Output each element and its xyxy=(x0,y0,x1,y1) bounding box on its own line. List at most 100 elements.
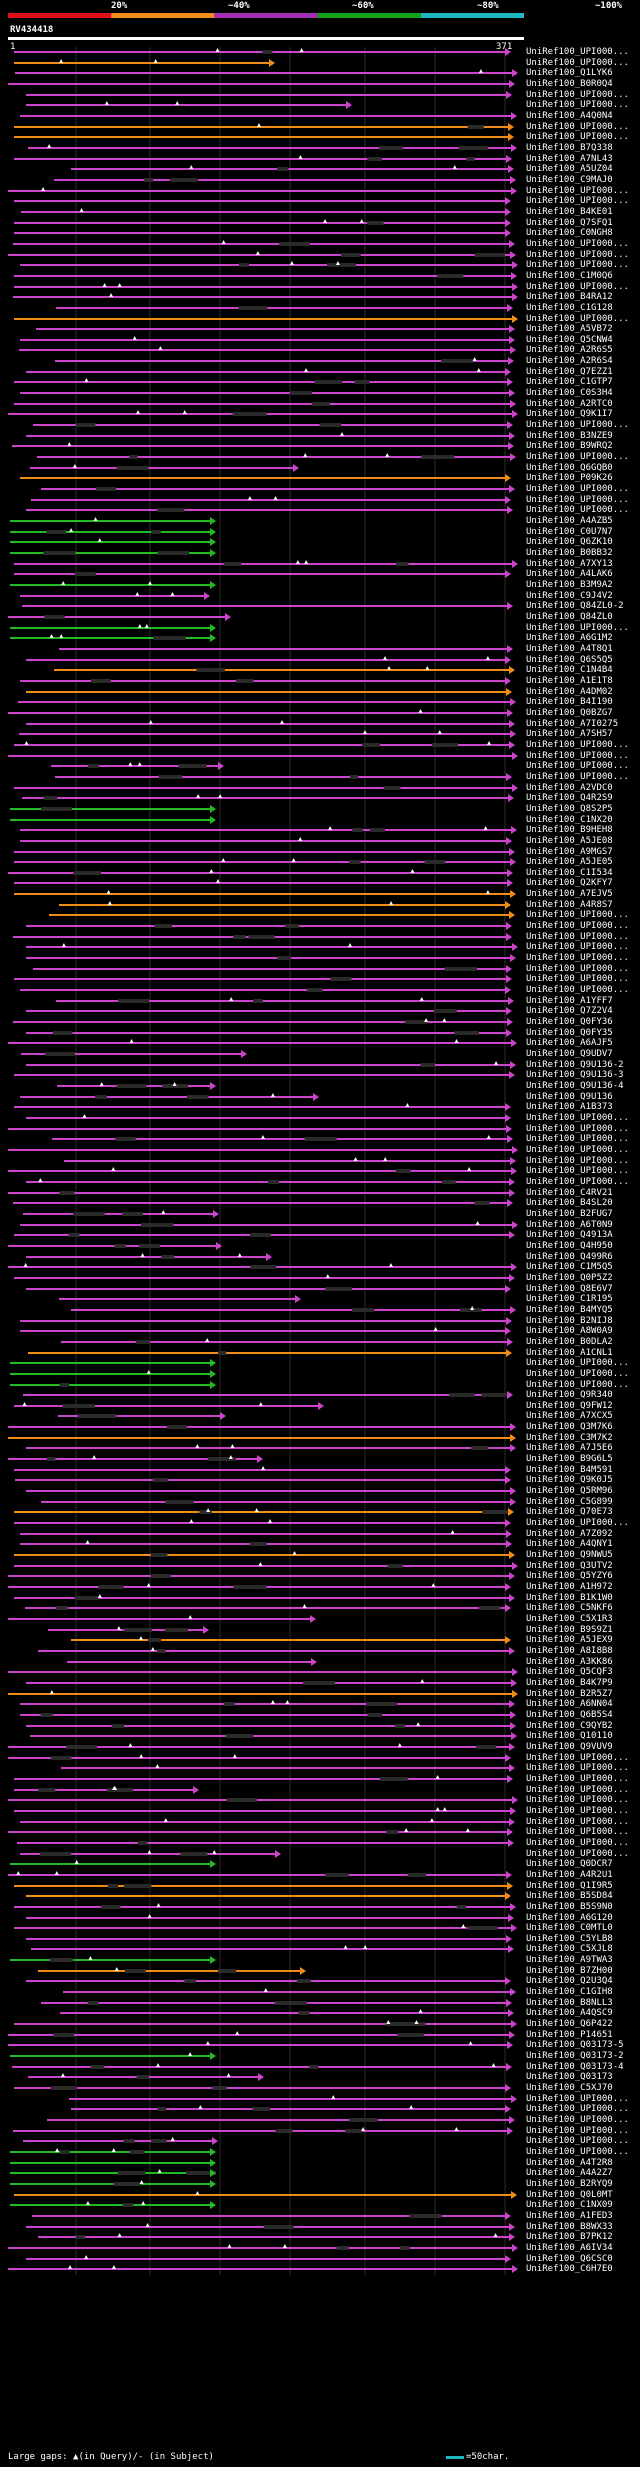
hit-name[interactable]: UniRef100_A7Z092 xyxy=(526,1528,613,1539)
hit-row[interactable]: UniRef100_A4LAK6 xyxy=(0,569,640,579)
hit-name[interactable]: UniRef100_A4LAK6 xyxy=(526,569,613,580)
hit-row[interactable]: UniRef100_Q2KFY7 xyxy=(0,878,640,888)
hit-row[interactable]: UniRef100_UPI000... xyxy=(0,942,640,952)
hit-name[interactable]: UniRef100_A4QNY1 xyxy=(526,1539,613,1550)
hit-row[interactable]: UniRef100_Q0FY36 xyxy=(0,1017,640,1027)
hit-row[interactable]: UniRef100_UPI000... xyxy=(0,452,640,462)
hit-name[interactable]: UniRef100_A9TWA3 xyxy=(526,1955,613,1966)
hit-row[interactable]: UniRef100_UPI000... xyxy=(0,239,640,249)
hit-name[interactable]: UniRef100_A4QSC9 xyxy=(526,2008,613,2019)
hit-name[interactable]: UniRef100_UPI000... xyxy=(526,910,629,921)
hit-name[interactable]: UniRef100_Q2U3Q4 xyxy=(526,1976,613,1987)
hit-name[interactable]: UniRef100_UPI000... xyxy=(526,2125,629,2136)
hit-row[interactable]: UniRef100_B4M591 xyxy=(0,1465,640,1475)
hit-row[interactable]: UniRef100_UPI000... xyxy=(0,314,640,324)
hit-name[interactable]: UniRef100_UPI000... xyxy=(526,238,629,249)
hit-row[interactable]: UniRef100_A7Z092 xyxy=(0,1529,640,1539)
hit-row[interactable]: UniRef100_UPI000... xyxy=(0,1369,640,1379)
hit-name[interactable]: UniRef100_UPI000... xyxy=(526,420,629,431)
hit-name[interactable]: UniRef100_UPI000... xyxy=(526,1358,629,1369)
hit-row[interactable]: UniRef100_UPI000... xyxy=(0,1145,640,1155)
hit-row[interactable]: UniRef100_UPI000... xyxy=(0,1817,640,1827)
hit-name[interactable]: UniRef100_Q9VUV9 xyxy=(526,1741,613,1752)
hit-name[interactable]: UniRef100_Q6CSC0 xyxy=(526,2253,613,2264)
hit-name[interactable]: UniRef100_A1B373 xyxy=(526,1102,613,1113)
hit-row[interactable]: UniRef100_UPI000... xyxy=(0,974,640,984)
hit-name[interactable]: UniRef100_A2VDC0 xyxy=(526,782,613,793)
hit-row[interactable]: UniRef100_A7XCX5 xyxy=(0,1411,640,1421)
hit-row[interactable]: UniRef100_A1E1T8 xyxy=(0,676,640,686)
hit-name[interactable]: UniRef100_A6AJF5 xyxy=(526,1038,613,1049)
hit-name[interactable]: UniRef100_UPI000... xyxy=(526,452,629,463)
hit-name[interactable]: UniRef100_Q1LYK6 xyxy=(526,68,613,79)
hit-row[interactable]: UniRef100_A4Q0N4 xyxy=(0,111,640,121)
hit-row[interactable]: UniRef100_UPI000... xyxy=(0,751,640,761)
hit-name[interactable]: UniRef100_B5SD84 xyxy=(526,1891,613,1902)
hit-name[interactable]: UniRef100_Q499R6 xyxy=(526,1251,613,1262)
hit-name[interactable]: UniRef100_Q10110 xyxy=(526,1731,613,1742)
hit-row[interactable]: UniRef100_B2NIJ8 xyxy=(0,1316,640,1326)
hit-row[interactable]: UniRef100_B8NLL3 xyxy=(0,1998,640,2008)
hit-row[interactable]: UniRef100_A5UZ04 xyxy=(0,164,640,174)
hit-name[interactable]: UniRef100_Q5CNW4 xyxy=(526,334,613,345)
hit-row[interactable]: UniRef100_UPI000... xyxy=(0,985,640,995)
hit-row[interactable]: UniRef100_B4KE01 xyxy=(0,207,640,217)
hit-row[interactable]: UniRef100_UPI000... xyxy=(0,910,640,920)
hit-row[interactable]: UniRef100_Q4R2S9 xyxy=(0,793,640,803)
hit-row[interactable]: UniRef100_A4R8S7 xyxy=(0,900,640,910)
hit-name[interactable]: UniRef100_B8WX33 xyxy=(526,2221,613,2232)
hit-name[interactable]: UniRef100_UPI000... xyxy=(526,47,629,57)
hit-row[interactable]: UniRef100_A7SH57 xyxy=(0,729,640,739)
hit-name[interactable]: UniRef100_Q0FY36 xyxy=(526,1017,613,1028)
hit-name[interactable]: UniRef100_Q6ZK10 xyxy=(526,537,613,548)
hit-name[interactable]: UniRef100_B7ZH00 xyxy=(526,1965,613,1976)
hit-row[interactable]: UniRef100_P14651 xyxy=(0,2030,640,2040)
hit-row[interactable]: UniRef100_A4A2Z7 xyxy=(0,2168,640,2178)
hit-name[interactable]: UniRef100_UPI000... xyxy=(526,622,629,633)
hit-name[interactable]: UniRef100_Q9FW12 xyxy=(526,1400,613,1411)
hit-row[interactable]: UniRef100_C5XJL8 xyxy=(0,1944,640,1954)
hit-name[interactable]: UniRef100_Q8S2P5 xyxy=(526,803,613,814)
hit-row[interactable]: UniRef100_A1FED3 xyxy=(0,2211,640,2221)
hit-row[interactable]: UniRef100_Q9VUV9 xyxy=(0,1742,640,1752)
hit-name[interactable]: UniRef100_UPI000... xyxy=(526,2093,629,2104)
hit-name[interactable]: UniRef100_B4SL20 xyxy=(526,1198,613,1209)
hit-name[interactable]: UniRef100_UPI000... xyxy=(526,484,629,495)
hit-row[interactable]: UniRef100_Q9UDV7 xyxy=(0,1049,640,1059)
hit-row[interactable]: UniRef100_Q03173 xyxy=(0,2072,640,2082)
hit-row[interactable]: UniRef100_B9G6L5 xyxy=(0,1454,640,1464)
hit-name[interactable]: UniRef100_C0U7N7 xyxy=(526,526,613,537)
hit-row[interactable]: UniRef100_C1I534 xyxy=(0,868,640,878)
hit-name[interactable]: UniRef100_B3M9A2 xyxy=(526,580,613,590)
hit-name[interactable]: UniRef100_UPI000... xyxy=(526,2115,629,2126)
hit-name[interactable]: UniRef100_P09K26 xyxy=(526,473,613,484)
hit-name[interactable]: UniRef100_B7PK12 xyxy=(526,2232,613,2243)
hit-row[interactable]: UniRef100_UPI000... xyxy=(0,2136,640,2146)
hit-name[interactable]: UniRef100_UPI000... xyxy=(526,281,629,292)
hit-name[interactable]: UniRef100_A4T2R8 xyxy=(526,2157,613,2168)
hit-row[interactable]: UniRef100_UPI000... xyxy=(0,1156,640,1166)
hit-row[interactable]: UniRef100_Q3M7K6 xyxy=(0,1422,640,1432)
hit-row[interactable]: UniRef100_Q0BZG7 xyxy=(0,708,640,718)
hit-row[interactable]: UniRef100_Q03173-5 xyxy=(0,2040,640,2050)
hit-name[interactable]: UniRef100_Q0BZG7 xyxy=(526,707,613,718)
hit-row[interactable]: UniRef100_C9MAJ0 xyxy=(0,175,640,185)
hit-row[interactable]: UniRef100_B7Q338 xyxy=(0,143,640,153)
hit-name[interactable]: UniRef100_A4R2U1 xyxy=(526,1869,613,1880)
hit-name[interactable]: UniRef100_Q3UTV2 xyxy=(526,1560,613,1571)
hit-name[interactable]: UniRef100_UPI000... xyxy=(526,89,629,100)
hit-name[interactable]: UniRef100_C9MAJ0 xyxy=(526,174,613,185)
hit-row[interactable]: UniRef100_Q9U136 xyxy=(0,1092,640,1102)
hit-name[interactable]: UniRef100_UPI000... xyxy=(526,260,629,271)
hit-row[interactable]: UniRef100_C5G899 xyxy=(0,1497,640,1507)
hit-row[interactable]: UniRef100_UPI000... xyxy=(0,1774,640,1784)
hit-row[interactable]: UniRef100_B0DLA2 xyxy=(0,1337,640,1347)
hit-row[interactable]: UniRef100_B7PK12 xyxy=(0,2232,640,2242)
hit-name[interactable]: UniRef100_C1NX20 xyxy=(526,814,613,825)
hit-row[interactable]: UniRef100_A5JE08 xyxy=(0,836,640,846)
hit-row[interactable]: UniRef100_Q5CNW4 xyxy=(0,335,640,345)
hit-row[interactable]: UniRef100_C9QYB2 xyxy=(0,1721,640,1731)
hit-name[interactable]: UniRef100_UPI000... xyxy=(526,313,629,324)
hit-row[interactable]: UniRef100_Q1LYK6 xyxy=(0,68,640,78)
hit-name[interactable]: UniRef100_Q9U136 xyxy=(526,1091,613,1102)
